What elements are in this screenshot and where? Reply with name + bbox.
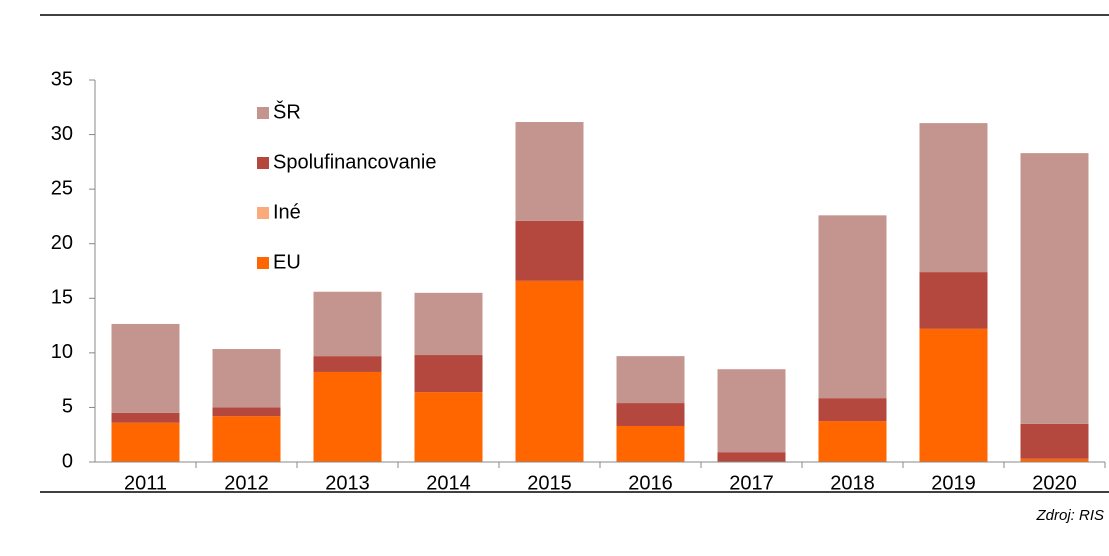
bar-segment <box>515 122 584 221</box>
bar-segment <box>212 407 281 417</box>
x-tick-label: 2012 <box>224 472 269 494</box>
x-tick-label: 2020 <box>1032 472 1077 494</box>
legend-swatch <box>257 107 269 119</box>
bar-segment <box>616 356 685 404</box>
bar-segment <box>818 215 887 399</box>
bar-segment <box>717 369 786 453</box>
y-tick-label: 35 <box>51 68 73 90</box>
bar-segment <box>111 323 180 413</box>
bar-segment <box>919 328 988 462</box>
legend-swatch <box>257 207 269 219</box>
bar-segment <box>818 398 887 422</box>
x-tick-label: 2019 <box>931 472 976 494</box>
legend-label: Spolufinancovanie <box>273 151 436 173</box>
x-tick-label: 2014 <box>426 472 471 494</box>
x-tick-label: 2013 <box>325 472 370 494</box>
legend-label: Iné <box>273 201 301 223</box>
legend-swatch <box>257 157 269 169</box>
x-tick-label: 2015 <box>527 472 572 494</box>
y-tick-label: 30 <box>51 123 73 145</box>
bar-segment <box>111 422 180 462</box>
bar-segment <box>616 403 685 426</box>
legend-swatch <box>257 257 269 269</box>
x-tick-label: 2017 <box>729 472 774 494</box>
bar-segment <box>313 356 382 372</box>
bar-segment <box>1020 423 1089 459</box>
y-tick-label: 20 <box>51 232 73 254</box>
bar-segment <box>212 349 281 408</box>
bar-segment <box>414 392 483 462</box>
bar-segment <box>1020 458 1089 462</box>
x-tick-label: 2018 <box>830 472 875 494</box>
bar-segment <box>717 452 786 462</box>
bar-segment <box>818 421 887 462</box>
bar-segment <box>919 272 988 329</box>
bar-segment <box>515 220 584 281</box>
x-tick-label: 2016 <box>628 472 673 494</box>
y-tick-label: 10 <box>51 341 73 363</box>
bar-segment <box>313 291 382 357</box>
bar-segment <box>616 425 685 462</box>
x-tick-label: 2011 <box>124 472 167 494</box>
y-tick-label: 5 <box>62 396 73 418</box>
bar-segment <box>414 292 483 356</box>
legend-label: ŠR <box>273 100 301 123</box>
y-tick-label: 25 <box>51 177 73 199</box>
bar-segment <box>111 412 180 423</box>
bar-segment <box>1020 153 1089 424</box>
y-tick-label: 0 <box>62 450 73 472</box>
bar-segment <box>414 355 483 393</box>
bar-segment <box>919 123 988 273</box>
source: Zdroj: RIS <box>1035 507 1104 524</box>
legend-label: EU <box>273 251 301 273</box>
bar-segment <box>313 371 382 462</box>
bar-segment <box>515 280 584 462</box>
y-tick-label: 15 <box>51 287 73 309</box>
bar-segment <box>212 416 281 462</box>
